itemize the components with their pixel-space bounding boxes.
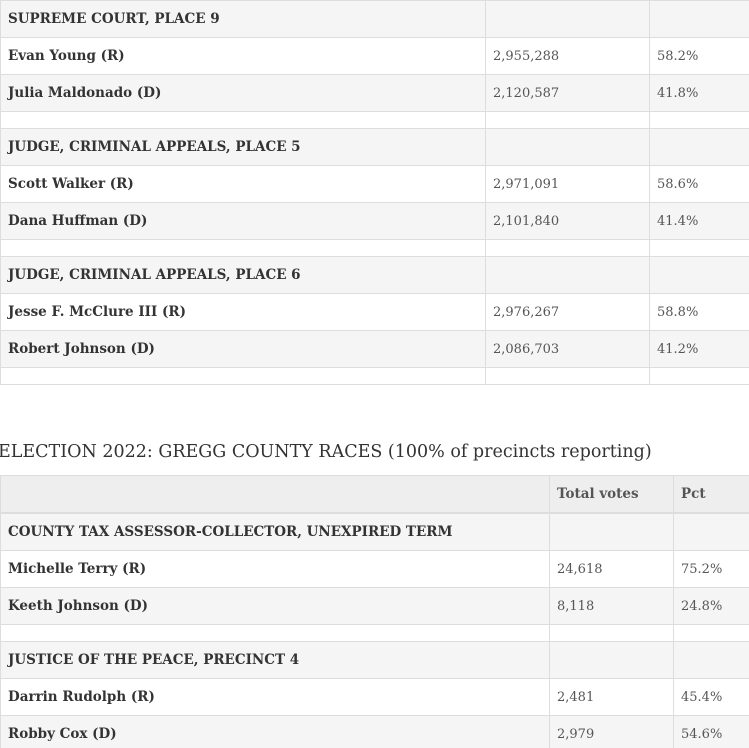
candidate-pct: 24.8% xyxy=(673,587,749,625)
candidate-name: Keeth Johnson (D) xyxy=(0,587,550,625)
candidate-name: Robby Cox (D) xyxy=(0,715,550,748)
candidate-pct: 58.8% xyxy=(649,293,749,331)
candidate-name: Julia Maldonado (D) xyxy=(0,74,486,112)
candidate-name: Darrin Rudolph (R) xyxy=(0,678,550,716)
table-row: Robby Cox (D) 2,979 54.6% xyxy=(0,715,749,748)
candidate-votes: 2,101,840 xyxy=(485,202,650,240)
candidate-votes: 2,979 xyxy=(549,715,674,748)
race-title: JUDGE, CRIMINAL APPEALS, PLACE 5 xyxy=(0,128,486,166)
race-title: JUSTICE OF THE PEACE, PRECINCT 4 xyxy=(0,641,550,679)
candidate-name: Scott Walker (R) xyxy=(0,165,486,203)
spacer-row xyxy=(0,367,749,385)
race-header-row: JUSTICE OF THE PEACE, PRECINCT 4 xyxy=(0,641,749,679)
candidate-pct: 41.4% xyxy=(649,202,749,240)
county-races-heading: ELECTION 2022: GREGG COUNTY RACES (100% … xyxy=(0,442,652,462)
race-header-row: JUDGE, CRIMINAL APPEALS, PLACE 5 xyxy=(0,128,749,166)
table-row: Julia Maldonado (D) 2,120,587 41.8% xyxy=(0,74,749,112)
candidate-pct: 58.6% xyxy=(649,165,749,203)
candidate-votes: 2,955,288 xyxy=(485,37,650,75)
table-row: Robert Johnson (D) 2,086,703 41.2% xyxy=(0,330,749,368)
table-row: Michelle Terry (R) 24,618 75.2% xyxy=(0,550,749,588)
race-header-row: JUDGE, CRIMINAL APPEALS, PLACE 6 xyxy=(0,256,749,294)
table-row: Darrin Rudolph (R) 2,481 45.4% xyxy=(0,678,749,716)
race-header-row: COUNTY TAX ASSESSOR-COLLECTOR, UNEXPIRED… xyxy=(0,512,749,551)
table-row: Dana Huffman (D) 2,101,840 41.4% xyxy=(0,202,749,240)
spacer-row xyxy=(0,239,749,257)
table-row: Scott Walker (R) 2,971,091 58.6% xyxy=(0,165,749,203)
candidate-votes: 2,976,267 xyxy=(485,293,650,331)
race-title: COUNTY TAX ASSESSOR-COLLECTOR, UNEXPIRED… xyxy=(0,512,550,551)
candidate-pct: 41.2% xyxy=(649,330,749,368)
candidate-votes: 2,120,587 xyxy=(485,74,650,112)
race-header-row: SUPREME COURT, PLACE 9 xyxy=(0,0,749,38)
race-title: SUPREME COURT, PLACE 9 xyxy=(0,0,486,38)
table-row: Evan Young (R) 2,955,288 58.2% xyxy=(0,37,749,75)
candidate-pct: 75.2% xyxy=(673,550,749,588)
candidate-votes: 2,481 xyxy=(549,678,674,716)
spacer-row xyxy=(0,111,749,129)
table-row: Jesse F. McClure III (R) 2,976,267 58.8% xyxy=(0,293,749,331)
candidate-votes: 8,118 xyxy=(549,587,674,625)
candidate-name: Evan Young (R) xyxy=(0,37,486,75)
candidate-name: Jesse F. McClure III (R) xyxy=(0,293,486,331)
candidate-pct: 41.8% xyxy=(649,74,749,112)
column-header-total-votes: Total votes xyxy=(549,475,674,514)
candidate-pct: 54.6% xyxy=(673,715,749,748)
race-title: JUDGE, CRIMINAL APPEALS, PLACE 6 xyxy=(0,256,486,294)
column-header-pct: Pct xyxy=(673,475,749,514)
county-results-table: Total votes Pct COUNTY TAX ASSESSOR-COLL… xyxy=(0,475,749,748)
table-row: Keeth Johnson (D) 8,118 24.8% xyxy=(0,587,749,625)
candidate-name: Michelle Terry (R) xyxy=(0,550,550,588)
candidate-votes: 2,971,091 xyxy=(485,165,650,203)
candidate-name: Robert Johnson (D) xyxy=(0,330,486,368)
column-header-race xyxy=(0,475,550,514)
candidate-votes: 2,086,703 xyxy=(485,330,650,368)
table-header-row: Total votes Pct xyxy=(0,475,749,514)
candidate-name: Dana Huffman (D) xyxy=(0,202,486,240)
state-results-table: SUPREME COURT, PLACE 9 Evan Young (R) 2,… xyxy=(0,0,749,385)
candidate-pct: 58.2% xyxy=(649,37,749,75)
candidate-votes: 24,618 xyxy=(549,550,674,588)
spacer-row xyxy=(0,624,749,642)
candidate-pct: 45.4% xyxy=(673,678,749,716)
